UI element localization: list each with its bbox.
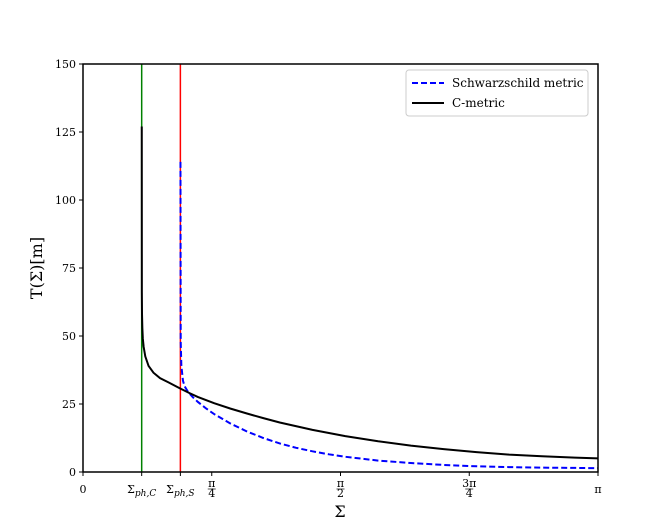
y-tick-label: 75 [62,262,76,275]
x-tick-label: 0 [80,483,87,496]
y-axis: 0 25 50 75 100 125 150 [55,58,83,479]
legend-label-2: C-metric [452,96,505,110]
y-tick-label: 150 [55,58,76,71]
series-line-2 [140,126,599,460]
reference-lines [140,64,182,472]
x-tick-label-num: π [208,477,215,490]
x-axis-title: Σ [334,502,345,521]
x-tick-label: Σph,C [127,483,156,499]
x-tick-label: Σph,S [166,483,194,499]
x-tick-label-den: 4 [466,487,473,500]
plot-frame [82,63,599,473]
y-tick-label: 100 [55,194,76,207]
legend-box [405,69,589,117]
y-tick-label: 0 [69,466,76,479]
legend-label-1: Schwarzschild metric [452,76,584,90]
x-tick-label-num: π [337,477,344,490]
legend: Schwarzschild metric C-metric [405,69,589,117]
y-axis-title: T(Σ)[m] [27,237,46,299]
x-tick-label-num: 3π [462,477,476,490]
x-tick-label: π [594,483,601,496]
y-tick-label: 25 [62,398,76,411]
y-tick-label: 125 [55,126,76,139]
y-tick-label: 50 [62,330,76,343]
series-line-1 [179,161,599,470]
x-tick-label-den: 4 [208,487,215,500]
series-layer [140,126,599,470]
x-tick-label-den: 2 [337,487,344,500]
